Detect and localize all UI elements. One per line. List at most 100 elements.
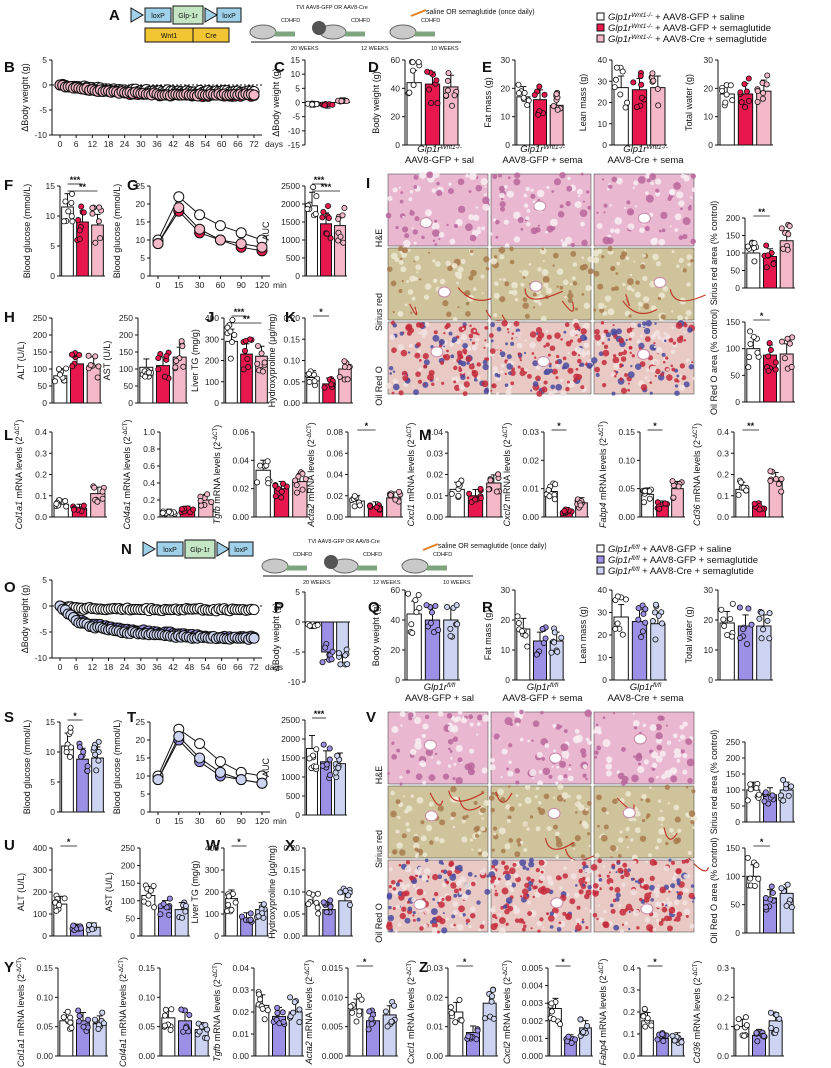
data-point <box>61 895 68 902</box>
tissue-cell <box>535 364 541 370</box>
tissue-cell <box>385 212 392 219</box>
data-point <box>612 76 619 83</box>
tissue-cell <box>626 208 635 216</box>
tissue-cell <box>414 352 421 359</box>
tissue-cell <box>542 926 545 929</box>
y-tick-label: 0 <box>505 675 510 685</box>
tissue-cell <box>473 826 480 833</box>
tissue-cell <box>633 755 636 758</box>
tissue-cell <box>537 224 541 227</box>
tissue-cell <box>431 222 440 231</box>
x-unit-label: min <box>273 816 287 826</box>
tissue-cell <box>494 889 497 892</box>
tissue-cell <box>413 260 416 263</box>
significance-label: *** <box>314 175 325 185</box>
data-point <box>622 104 629 111</box>
data-point <box>455 492 462 499</box>
tissue-cell <box>442 869 448 875</box>
tissue-cell <box>462 342 468 349</box>
tissue-cell <box>398 863 402 867</box>
tissue-cell <box>582 200 585 203</box>
tissue-cell <box>389 372 392 375</box>
data-point <box>304 205 311 212</box>
x-tick-label: 42 <box>168 139 178 149</box>
data-point <box>656 505 663 512</box>
tissue-cell <box>509 806 515 812</box>
loxp-arrow <box>130 7 144 23</box>
y-tick-label: 20 <box>598 630 608 640</box>
histology-row-label: H&E <box>374 229 384 248</box>
tissue-cell <box>519 709 524 715</box>
tissue-cell <box>491 848 495 852</box>
tissue-cell <box>683 908 691 916</box>
data-point <box>550 1016 557 1023</box>
tissue-cell <box>504 383 509 387</box>
tissue-cell <box>598 877 603 882</box>
tissue-cell <box>678 739 681 742</box>
y-tick-label: 0 <box>50 807 55 817</box>
tissue-cell <box>439 837 445 844</box>
vessel <box>640 903 654 915</box>
histology-row-label: Oil Red O <box>374 366 384 406</box>
tissue-cell <box>683 874 689 879</box>
tissue-cell <box>543 345 547 348</box>
data-point <box>344 661 351 668</box>
y-tick-label: 40 <box>598 585 608 595</box>
x-tick-label: 66 <box>233 139 243 149</box>
data-point <box>741 104 748 111</box>
tissue-cell <box>653 345 657 349</box>
axis-title: ALT (U/L) <box>16 341 26 379</box>
axis-title: ΔBody weight (g) <box>271 68 281 137</box>
tissue-cell <box>575 918 581 923</box>
tissue-cell <box>513 904 518 909</box>
tissue-cell <box>409 210 415 216</box>
tissue-cell <box>493 313 498 318</box>
tissue-cell <box>459 913 463 917</box>
y-tick-label: 2000 <box>281 199 300 209</box>
tissue-cell <box>656 737 663 744</box>
tissue-cell <box>631 288 635 292</box>
data-point <box>786 223 793 230</box>
y-tick-label: 0.00 <box>618 512 635 522</box>
data-point <box>179 343 186 350</box>
data-point <box>533 651 540 658</box>
tissue-cell <box>414 847 419 852</box>
tissue-cell <box>635 754 643 762</box>
tissue-cell <box>456 923 464 931</box>
tissue-cell <box>546 826 552 832</box>
tissue-cell <box>442 773 450 780</box>
tissue-cell <box>551 190 555 193</box>
tissue-cell <box>630 888 637 895</box>
tissue-cell <box>686 758 695 767</box>
tissue-cell <box>598 917 605 923</box>
tissue-cell <box>627 223 635 231</box>
y-tick-label: 0.08 <box>326 427 343 437</box>
diet-label: CDHFD <box>433 552 452 558</box>
axis-title: AST (U/L) <box>104 872 114 912</box>
tissue-cell <box>417 379 423 384</box>
tissue-cell <box>606 874 610 878</box>
data-point <box>751 240 758 247</box>
tissue-cell <box>587 884 592 890</box>
tissue-cell <box>440 360 445 365</box>
tissue-cell <box>663 331 667 336</box>
data-point <box>515 620 522 627</box>
data-point <box>655 102 662 109</box>
tissue-cell <box>592 882 599 889</box>
bar <box>225 340 238 404</box>
panel-letter: I <box>366 175 370 192</box>
data-point <box>254 360 261 367</box>
y-tick-label: -5 <box>39 627 47 637</box>
collagen-fiber <box>524 288 563 300</box>
loxp-box <box>228 541 254 557</box>
virus-icon <box>312 21 326 35</box>
data-point <box>444 604 451 611</box>
data-point <box>718 606 725 613</box>
tissue-cell <box>450 756 453 760</box>
data-point <box>740 626 747 633</box>
